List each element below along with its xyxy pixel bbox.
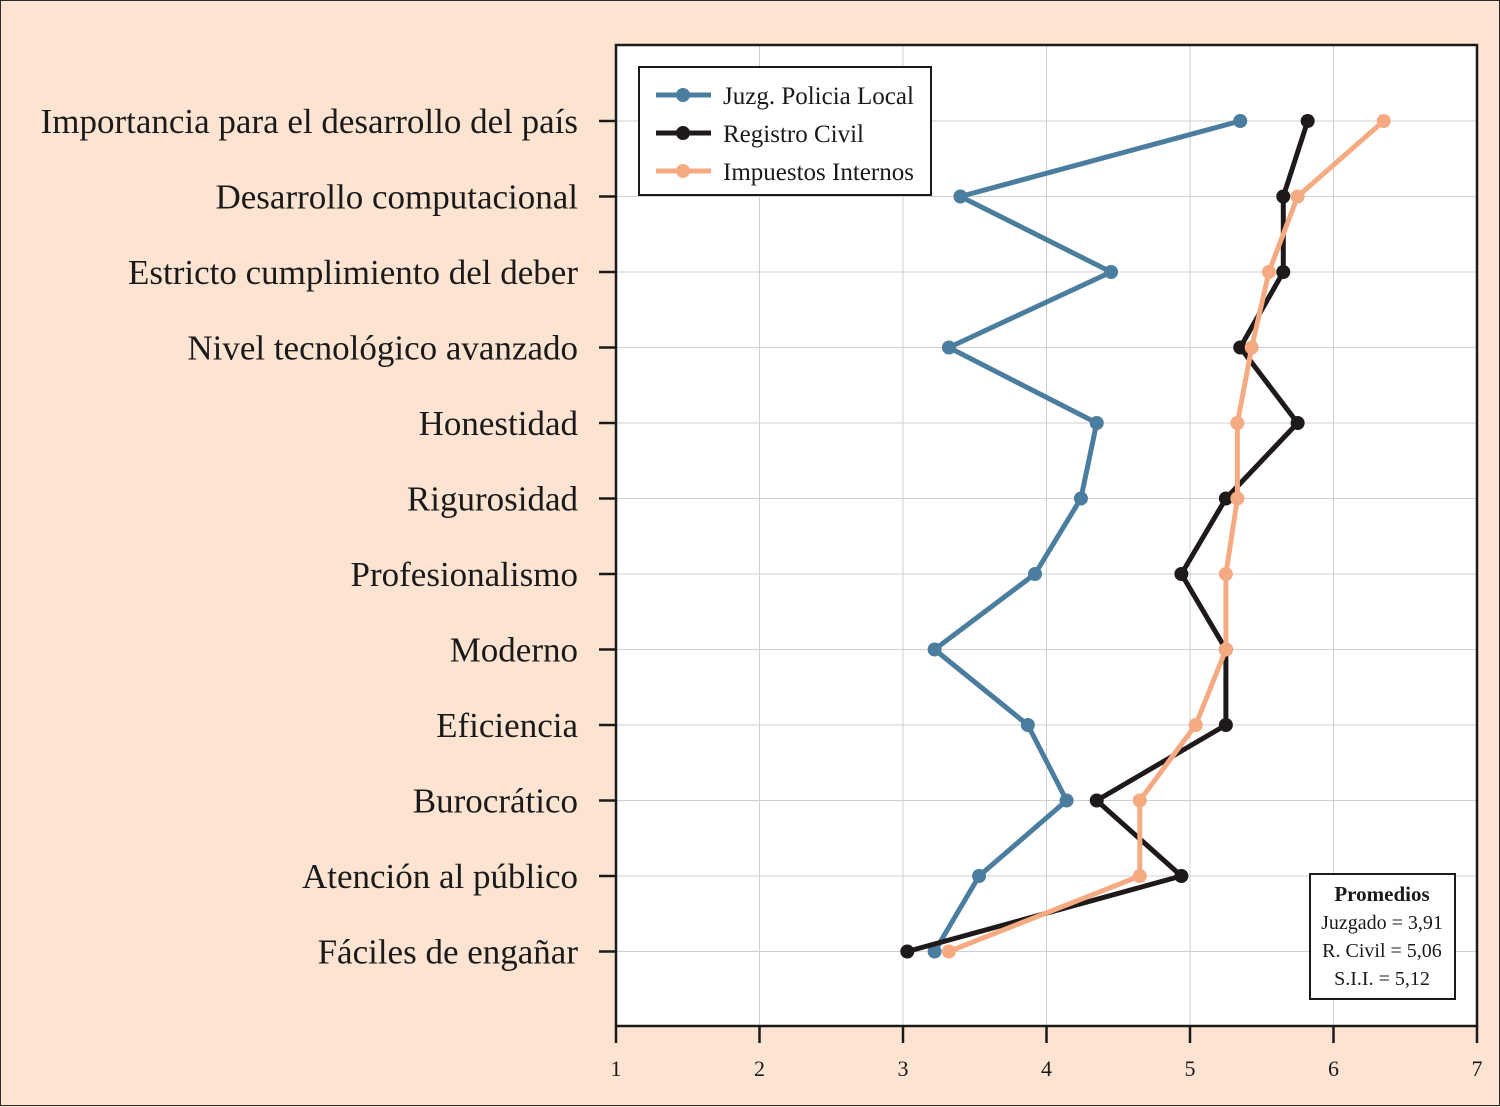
data-point (941, 944, 956, 959)
category-label: Estricto cumplimiento del deber (128, 253, 578, 292)
series-line (932, 118, 1241, 953)
data-point (927, 944, 942, 959)
data-point (1276, 265, 1291, 279)
category-label: Profesionalismo (351, 555, 578, 594)
data-point (1089, 793, 1104, 808)
data-point (1244, 340, 1259, 355)
legend-marker (676, 164, 690, 178)
x-tick-label: 4 (1041, 1056, 1052, 1081)
x-tick-label: 7 (1472, 1056, 1483, 1081)
category-label: Fáciles de engañar (318, 933, 579, 972)
data-point (1290, 416, 1305, 430)
data-point (1276, 189, 1291, 204)
data-point (1218, 642, 1233, 657)
legend-marker (676, 88, 690, 102)
data-point (1174, 869, 1189, 883)
x-tick-label: 2 (754, 1056, 765, 1081)
data-point (1059, 793, 1074, 808)
x-tick-label: 5 (1185, 1056, 1196, 1081)
data-point (1233, 114, 1248, 128)
category-label: Eficiencia (436, 706, 578, 745)
data-point (1376, 114, 1391, 128)
data-point (1218, 491, 1233, 506)
category-label: Importancia para el desarrollo del país (41, 102, 578, 141)
data-point (941, 340, 956, 355)
x-tick-label: 3 (898, 1056, 909, 1081)
x-tick-label: 6 (1328, 1056, 1339, 1081)
data-point (1020, 718, 1035, 732)
data-point (1132, 869, 1147, 883)
data-point (1218, 718, 1233, 732)
series-3 (941, 114, 1391, 959)
data-point (927, 642, 942, 657)
averages-title: Promedios (1334, 882, 1429, 906)
data-point (1233, 340, 1248, 355)
averages-line: S.I.I. = 5,12 (1334, 968, 1430, 990)
legend-marker (676, 126, 690, 140)
averages-box: Promedios Juzgado = 3,91 R. Civil = 5,06 S.… (1309, 873, 1456, 1000)
data-point (1073, 491, 1088, 506)
data-point (1218, 567, 1233, 581)
data-point (972, 869, 987, 883)
data-point (900, 944, 915, 959)
legend: Juzg. Policia Local Registro Civil Impuest… (638, 66, 932, 196)
category-label: Rigurosidad (407, 480, 579, 519)
data-point (1230, 491, 1245, 506)
category-label: Moderno (450, 631, 578, 670)
series-line (947, 119, 1386, 954)
category-label: Burocrático (413, 782, 578, 821)
category-label: Honestidad (419, 404, 579, 443)
series-line (906, 120, 1311, 954)
category-label: Nivel tecnológico avanzado (187, 329, 578, 368)
data-point (1261, 265, 1276, 279)
data-point (1300, 114, 1315, 128)
data-point (1230, 416, 1245, 430)
legend-label: Registro Civil (723, 121, 864, 148)
data-point (1174, 567, 1189, 581)
averages-line: R. Civil = 5,06 (1322, 940, 1442, 962)
averages-line: Juzgado = 3,91 (1321, 912, 1443, 934)
x-tick-label: 1 (611, 1056, 622, 1081)
legend-label: Impuestos Internos (723, 159, 914, 186)
data-point (1028, 567, 1043, 581)
legend-label: Juzg. Policia Local (723, 83, 914, 110)
series-1 (927, 114, 1248, 959)
data-point (1104, 265, 1119, 279)
data-point (1188, 718, 1203, 732)
data-point (1089, 416, 1104, 430)
category-label: Atención al público (302, 857, 578, 896)
category-label: Desarrollo computacional (215, 178, 578, 217)
data-point (953, 189, 968, 204)
averages-frame (1309, 873, 1456, 1000)
data-point (1290, 189, 1305, 204)
data-point (1132, 793, 1147, 808)
